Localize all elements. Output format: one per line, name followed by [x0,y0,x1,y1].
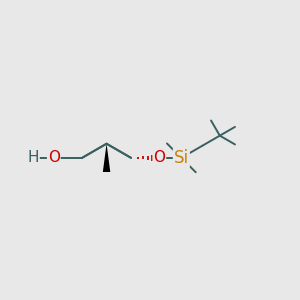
Text: O: O [153,150,165,165]
Text: Si: Si [174,149,189,167]
Text: O: O [48,150,60,165]
Polygon shape [103,144,110,172]
Text: H: H [27,150,39,165]
